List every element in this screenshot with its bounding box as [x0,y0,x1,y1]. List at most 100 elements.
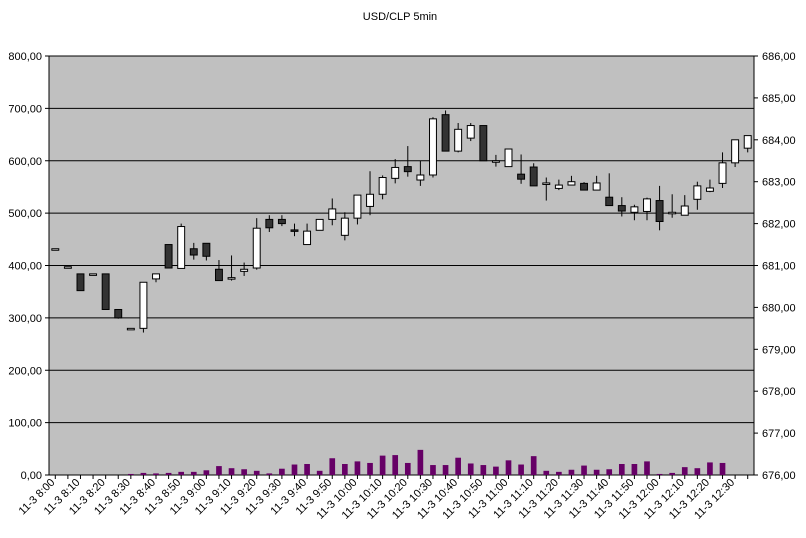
candle-body [315,218,324,231]
left-tick-label: 600,00 [8,156,42,168]
candle-body [605,196,614,207]
volume-bar [455,457,461,475]
candle-body [416,174,425,181]
volume-bar [606,469,613,475]
right-tick-label: 676,00 [762,470,796,482]
candle-body [152,273,160,280]
volume-bar [354,461,361,475]
candle-body [731,139,740,164]
candle-body [630,206,639,213]
candle-body [290,229,299,232]
left-tick-label: 400,00 [8,261,42,273]
candle-body [51,248,60,251]
candle-body [680,205,689,216]
candle-body [328,208,337,220]
volume-bar [203,470,210,475]
volume-bar [694,468,701,475]
volume-bar [140,472,147,475]
volume-bar [568,469,575,475]
candle-body [378,177,387,195]
candle-body [504,148,513,168]
volume-bar [493,466,499,475]
candle-body [252,227,261,269]
candle-body [303,230,312,246]
grid-lines [49,107,754,424]
volume-bar [153,473,159,475]
volume-bar [392,455,399,475]
candle-body [429,118,437,176]
candle-body [554,184,563,189]
candle-body [114,308,123,319]
candle-body [265,218,274,229]
volume-bar [656,473,663,475]
candle-body [63,266,72,269]
volume-bar [631,464,638,475]
right-axis: 676,00 677,00 678,00 679,00 680,00 681,00 682,… [754,51,796,482]
candle-body [391,166,400,179]
candle-body [353,194,362,219]
left-tick-label: 100,00 [8,418,42,430]
volume-bar [228,468,235,475]
candle-body [340,217,349,236]
candlesticks [51,110,752,333]
right-tick-label: 684,00 [762,135,796,147]
left-tick-label: 200,00 [8,365,42,377]
candle-body [76,273,85,292]
right-tick-label: 681,00 [762,261,796,273]
volume-bar [379,455,386,475]
volume-bar [241,469,247,475]
candle-body [101,273,110,310]
volume-bar [467,463,474,475]
right-tick-label: 686,00 [762,51,796,63]
candle-body [466,125,475,139]
volume-bar [669,472,676,475]
volume-bar [719,462,726,475]
volume-bar [556,471,562,475]
volume-bar [279,468,285,475]
volume-bar [530,456,537,475]
candle-body [202,242,211,257]
right-tick-label: 680,00 [762,302,796,314]
volume-bar [505,460,512,475]
volume-bar [266,473,273,475]
candle-body [139,281,148,329]
right-tick-label: 678,00 [762,386,796,398]
volume-bar [707,462,713,475]
left-tick-label: 0,00 [21,470,42,482]
right-tick-label: 677,00 [762,428,796,440]
candle-body [227,277,236,280]
candle-body [529,166,538,187]
chart-title: USD/CLP 5min [363,11,437,23]
volume-bar [480,465,487,475]
left-tick-label: 800,00 [8,51,42,63]
candle-body [542,182,551,185]
volume-bar [581,465,587,475]
candle-body [655,200,664,223]
volume-bar [304,464,310,475]
candle-body [214,268,223,282]
right-tick-label: 683,00 [762,177,796,189]
candle-body [580,182,589,191]
candle-body [441,114,450,152]
candle-body [126,327,135,331]
volume-bar [543,470,550,475]
volume-bar [430,465,436,475]
candle-body [491,160,500,163]
volume-bar [644,461,650,475]
candle-body [718,162,727,184]
volume-bar [165,472,172,475]
candle-body [668,211,677,215]
right-tick-label: 685,00 [762,93,796,105]
volume-bar [593,469,600,475]
volume-bar [681,467,688,475]
candle-body [693,185,702,200]
candle-body [89,273,98,276]
candle-body [403,166,412,173]
candle-body [164,244,173,269]
volume-bar [442,465,449,475]
volume-bar [342,464,348,475]
volume-bar [190,471,197,475]
left-tick-label: 700,00 [8,103,42,115]
